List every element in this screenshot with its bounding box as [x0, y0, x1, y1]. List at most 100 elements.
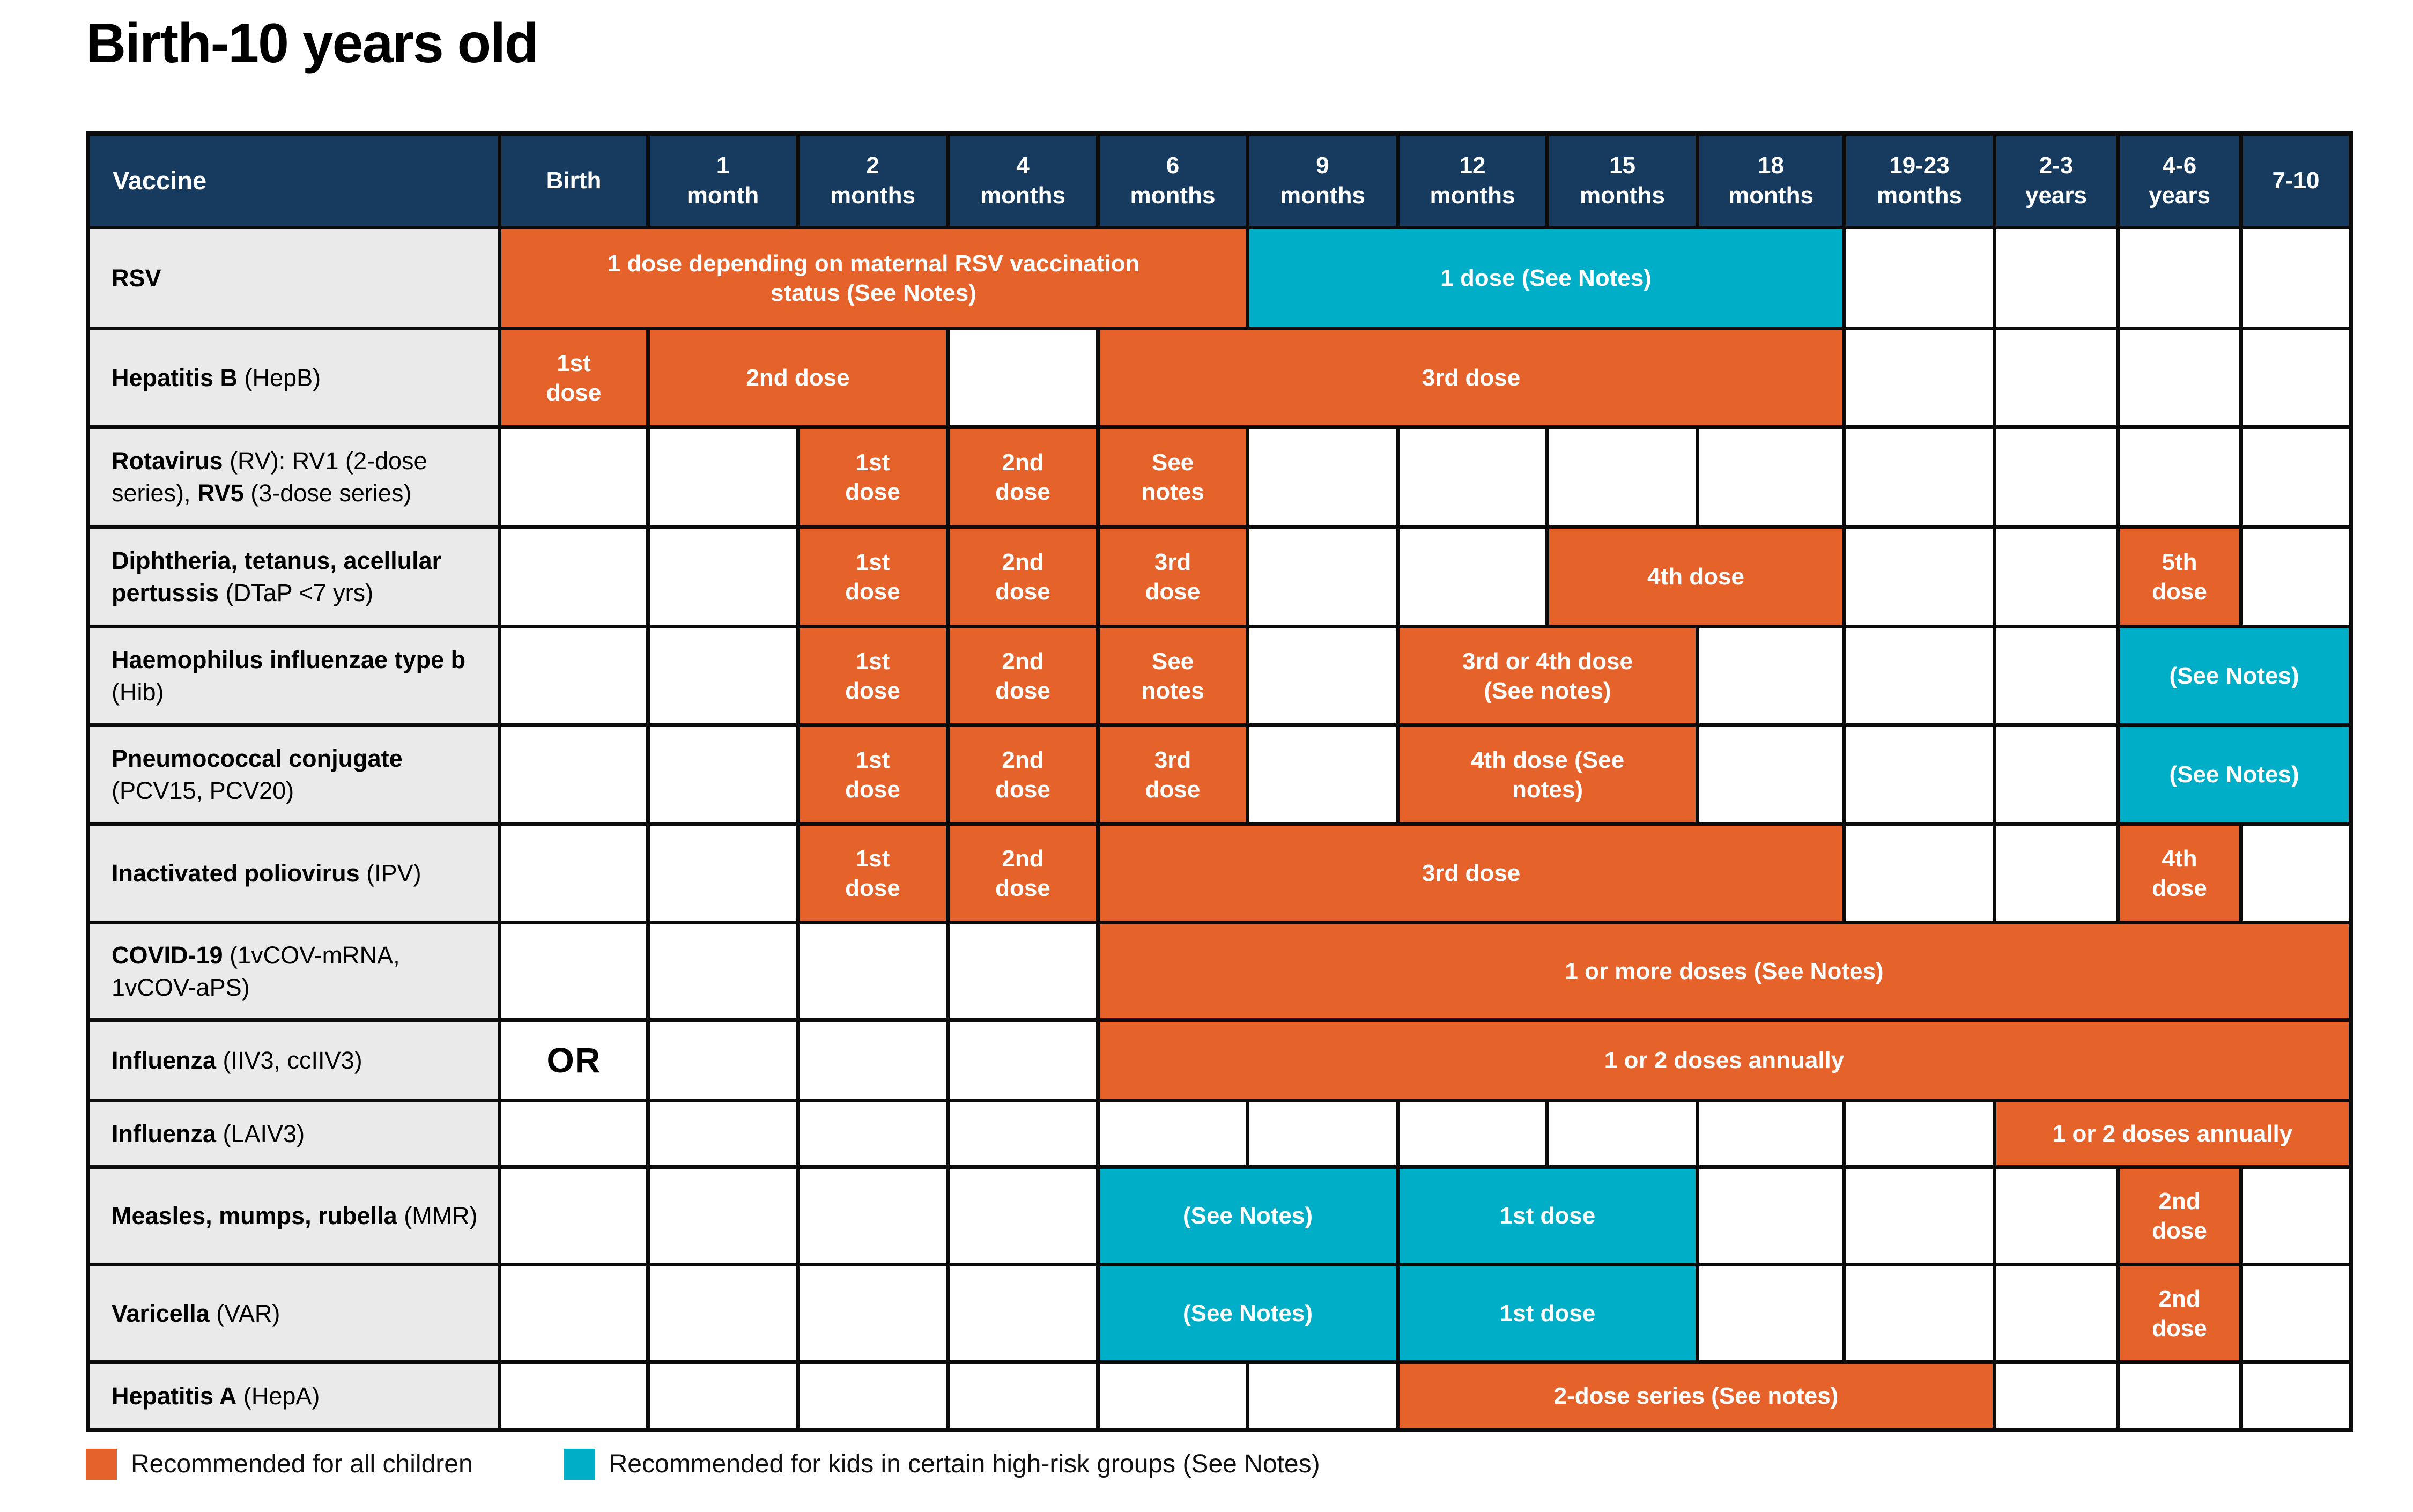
empty-cell-covid19 — [950, 924, 1096, 1018]
empty-cell-pcv — [501, 727, 646, 822]
dose-cell-hepa: 2-dose series (See notes) — [1400, 1364, 1993, 1428]
empty-cell-influenza-laiv3 — [1100, 1102, 1246, 1165]
dose-cell-rotavirus: See notes — [1100, 429, 1246, 525]
row-label-text: (IPV) — [359, 859, 421, 887]
vaccine-schedule-table: Vaccine Birth 1 month 2 months 4 months 6 mon… — [86, 131, 2353, 1432]
empty-cell-rotavirus — [1846, 429, 1993, 525]
empty-cell-mmr — [1699, 1169, 1842, 1263]
header-cell: 7-10 — [2243, 136, 2349, 226]
row-label-text: Measles, mumps, rubella — [112, 1202, 397, 1229]
empty-cell-hepa — [1249, 1364, 1396, 1428]
dose-cell-hepb: 2nd dose — [650, 330, 946, 425]
empty-cell-var — [1699, 1266, 1842, 1360]
row-label-var: Varicella (VAR) — [90, 1266, 498, 1360]
header-cell: 2-3 years — [1996, 136, 2116, 226]
dose-cell-hepb: 1st dose — [501, 330, 646, 425]
empty-cell-rotavirus — [1699, 429, 1842, 525]
dose-cell-influenza-iiv3: OR — [501, 1022, 646, 1099]
empty-cell-ipv — [2243, 826, 2349, 921]
row-label-text: Diphtheria, tetanus, acellular pertussis — [112, 547, 442, 606]
row-label-text: Haemophilus influenzae type b — [112, 646, 466, 674]
dose-cell-dtap: 2nd dose — [950, 529, 1096, 625]
empty-cell-mmr — [800, 1169, 946, 1263]
dose-cell-mmr: 1st dose — [1400, 1169, 1696, 1263]
dose-cell-influenza-iiv3: 1 or 2 doses annually — [1100, 1022, 2349, 1099]
dose-cell-rsv: 1 dose depending on maternal RSV vaccina… — [501, 229, 1246, 327]
empty-cell-influenza-iiv3 — [950, 1022, 1096, 1099]
legend: Recommended for all children Recommended… — [86, 1449, 1320, 1480]
empty-cell-dtap — [1400, 529, 1545, 625]
empty-cell-hib — [1699, 628, 1842, 723]
row-label-text: (RV): RV1 (2-dose series), — [112, 447, 427, 507]
empty-cell-influenza-laiv3 — [1549, 1102, 1696, 1165]
empty-cell-covid19 — [501, 924, 646, 1018]
dose-cell-ipv: 1st dose — [800, 826, 946, 921]
empty-cell-rotavirus — [1400, 429, 1545, 525]
row-label-ipv: Inactivated poliovirus (IPV) — [90, 826, 498, 921]
header-cell: 4-6 years — [2120, 136, 2239, 226]
legend-swatch-orange-icon — [86, 1449, 117, 1480]
row-label-covid19: COVID-19 (1vCOV-mRNA, 1vCOV-aPS) — [90, 924, 498, 1018]
empty-cell-influenza-laiv3 — [501, 1102, 646, 1165]
row-label-text: (HepA) — [236, 1382, 320, 1410]
dose-cell-pcv: 2nd dose — [950, 727, 1096, 822]
empty-cell-hepa — [650, 1364, 796, 1428]
row-label-text: (LAIV3) — [216, 1120, 305, 1147]
row-label-rsv: RSV — [90, 229, 498, 327]
empty-cell-dtap — [2243, 529, 2349, 625]
dose-cell-var: 2nd dose — [2120, 1266, 2239, 1360]
row-label-hepa: Hepatitis A (HepA) — [90, 1364, 498, 1428]
empty-cell-pcv — [1996, 727, 2116, 822]
dose-cell-ipv: 2nd dose — [950, 826, 1096, 921]
empty-cell-dtap — [650, 529, 796, 625]
empty-cell-ipv — [501, 826, 646, 921]
empty-cell-influenza-laiv3 — [1249, 1102, 1396, 1165]
empty-cell-hepa — [1996, 1364, 2116, 1428]
empty-cell-rotavirus — [1249, 429, 1396, 525]
legend-label-high-risk: Recommended for kids in certain high-ris… — [609, 1450, 1320, 1478]
empty-cell-dtap — [501, 529, 646, 625]
empty-cell-dtap — [1996, 529, 2116, 625]
empty-cell-hepa — [1100, 1364, 1246, 1428]
row-label-text: Influenza — [112, 1046, 217, 1074]
empty-cell-pcv — [1699, 727, 1842, 822]
header-cell: 18 months — [1699, 136, 1842, 226]
legend-item-high-risk: Recommended for kids in certain high-ris… — [564, 1449, 1320, 1480]
empty-cell-var — [650, 1266, 796, 1360]
empty-cell-mmr — [650, 1169, 796, 1263]
row-label-text: RV5 — [197, 479, 244, 507]
row-label-text: Varicella — [112, 1299, 210, 1327]
dose-cell-hib: 3rd or 4th dose (See notes) — [1400, 628, 1696, 723]
empty-cell-influenza-laiv3 — [1400, 1102, 1545, 1165]
empty-cell-rsv — [1996, 229, 2116, 327]
row-label-influenza-iiv3: Influenza (IIV3, ccIIV3) — [90, 1022, 498, 1099]
empty-cell-hib — [1996, 628, 2116, 723]
empty-cell-rotavirus — [650, 429, 796, 525]
header-cell: Birth — [501, 136, 646, 226]
empty-cell-rsv — [1846, 229, 1993, 327]
empty-cell-hib — [1249, 628, 1396, 723]
row-label-text: (Hib) — [112, 678, 164, 706]
row-label-text: COVID-19 — [112, 942, 223, 969]
row-label-text: (HepB) — [238, 364, 321, 391]
empty-cell-dtap — [1249, 529, 1396, 625]
empty-cell-rsv — [2243, 229, 2349, 327]
empty-cell-hib — [1846, 628, 1993, 723]
dose-cell-hib: 2nd dose — [950, 628, 1096, 723]
empty-cell-influenza-laiv3 — [800, 1102, 946, 1165]
dose-cell-dtap: 4th dose — [1549, 529, 1842, 625]
empty-cell-rotavirus — [1996, 429, 2116, 525]
legend-label-all-children: Recommended for all children — [131, 1450, 473, 1478]
dose-cell-hib: 1st dose — [800, 628, 946, 723]
legend-swatch-teal-icon — [564, 1449, 595, 1480]
dose-cell-pcv: 3rd dose — [1100, 727, 1246, 822]
empty-cell-hepb — [1846, 330, 1993, 425]
dose-cell-pcv: (See Notes) — [2120, 727, 2349, 822]
empty-cell-influenza-iiv3 — [800, 1022, 946, 1099]
empty-cell-mmr — [501, 1169, 646, 1263]
row-label-text: Rotavirus — [112, 447, 223, 475]
dose-cell-var: (See Notes) — [1100, 1266, 1396, 1360]
empty-cell-rsv — [2120, 229, 2239, 327]
empty-cell-var — [1996, 1266, 2116, 1360]
row-label-mmr: Measles, mumps, rubella (MMR) — [90, 1169, 498, 1263]
